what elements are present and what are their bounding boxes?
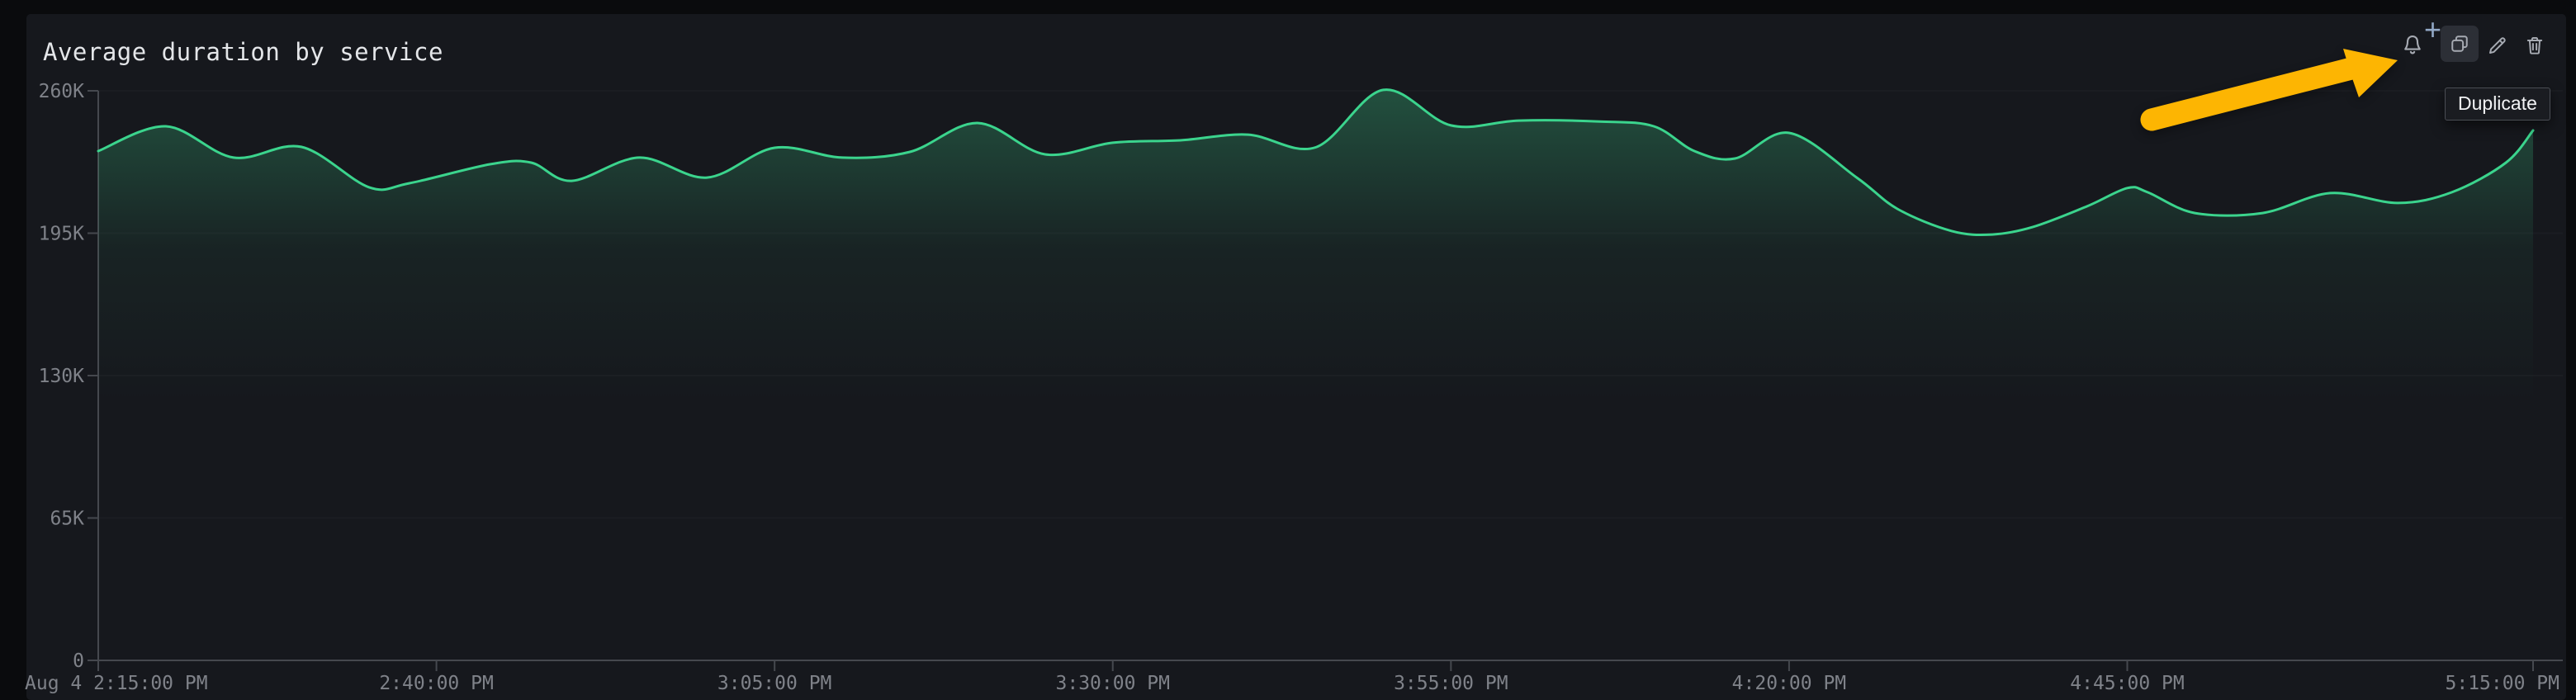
edit-button[interactable] [2482,31,2513,60]
y-tick-label: 130K [39,366,85,387]
x-tick-label: Aug 4 2:15:00 PM [25,673,208,694]
plus-icon: + [2424,12,2442,46]
pencil-icon [2489,37,2506,54]
y-tick-label: 0 [73,650,84,672]
duplicate-icon [2451,35,2468,52]
x-tick-label: 3:05:00 PM [717,673,831,694]
widget-title: Average duration by service [43,38,443,66]
series-area [98,89,2533,660]
x-tick-label: 4:20:00 PM [1732,673,1846,694]
x-tick-label: 3:55:00 PM [1394,673,1508,694]
y-tick-label: 65K [50,508,84,530]
trash-icon [2526,37,2543,54]
x-tick-label: 3:30:00 PM [1056,673,1170,694]
x-tick-label: 2:40:00 PM [379,673,493,694]
bell-icon [2404,35,2421,54]
delete-button[interactable] [2519,31,2550,60]
duplicate-tooltip: Duplicate [2445,88,2550,121]
y-tick-label: 260K [39,81,85,102]
x-tick-label: 5:15:00 PM [2446,673,2559,694]
duplicate-button[interactable] [2441,26,2479,62]
series-line [97,88,2535,236]
create-monitor-button[interactable] [2396,30,2429,61]
y-tick-label: 195K [39,224,85,245]
x-tick-label: 4:45:00 PM [2070,673,2184,694]
